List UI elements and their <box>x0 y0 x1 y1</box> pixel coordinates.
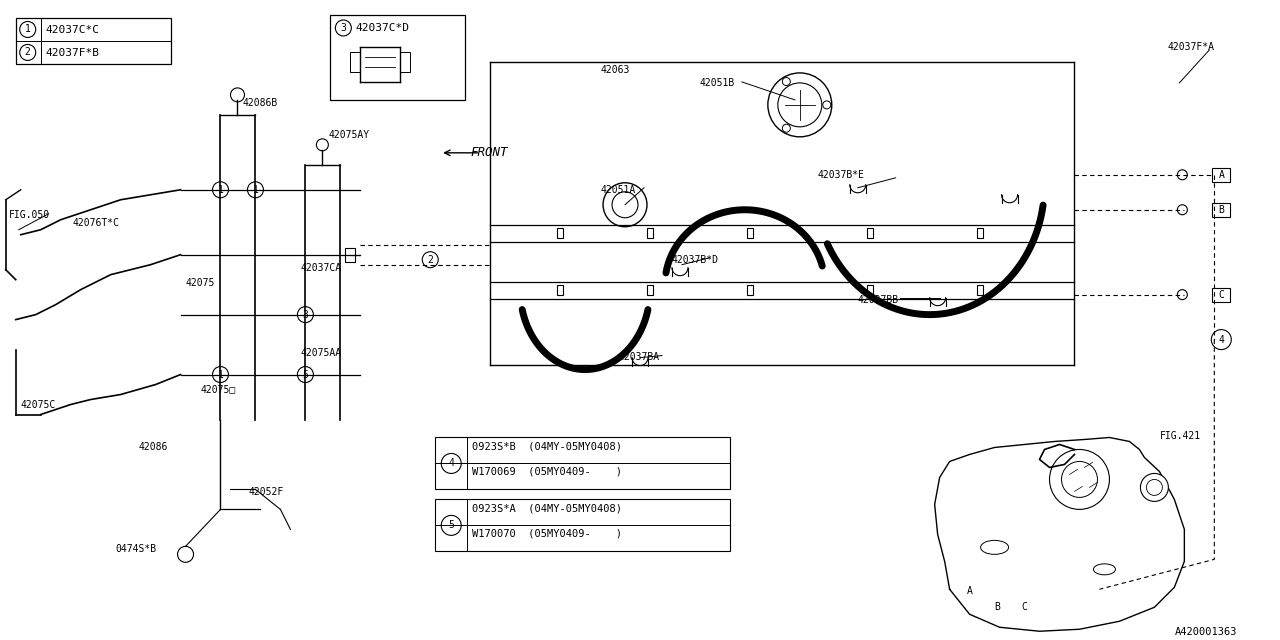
Bar <box>1212 203 1230 217</box>
Bar <box>867 285 873 294</box>
Text: 1: 1 <box>218 369 224 380</box>
Text: W170069  (05MY0409-    ): W170069 (05MY0409- ) <box>472 467 622 476</box>
Text: 42086: 42086 <box>138 442 168 452</box>
Bar <box>977 285 983 294</box>
Text: 42037C*D: 42037C*D <box>356 23 410 33</box>
Bar <box>401 52 411 72</box>
Text: 42037F*A: 42037F*A <box>1167 42 1215 52</box>
Text: B: B <box>1219 205 1224 215</box>
Text: A: A <box>1219 170 1224 180</box>
Text: 3: 3 <box>340 23 347 33</box>
Bar <box>867 228 873 237</box>
Bar <box>746 285 753 294</box>
Text: 5: 5 <box>448 520 454 531</box>
Bar <box>1016 601 1033 614</box>
Text: 42037CA: 42037CA <box>301 262 342 273</box>
Text: 42037F*B: 42037F*B <box>46 49 100 58</box>
Text: 3: 3 <box>302 310 308 319</box>
Bar <box>646 228 653 237</box>
Text: 42037B*E: 42037B*E <box>818 170 865 180</box>
Bar <box>1212 168 1230 182</box>
Bar <box>346 248 356 262</box>
Text: A: A <box>966 586 973 596</box>
Text: 42063: 42063 <box>600 65 630 75</box>
Text: 2: 2 <box>24 47 31 58</box>
Text: 4: 4 <box>1219 335 1224 344</box>
Text: 42037B*D: 42037B*D <box>672 255 719 265</box>
Text: 2: 2 <box>428 255 433 265</box>
Text: 42051B: 42051B <box>700 78 735 88</box>
Text: 0474S*B: 0474S*B <box>115 545 156 554</box>
Text: FIG.421: FIG.421 <box>1160 431 1201 442</box>
Text: C: C <box>1021 602 1028 612</box>
Text: 42075C: 42075C <box>20 399 56 410</box>
Text: 42051A: 42051A <box>600 185 635 195</box>
Circle shape <box>782 124 790 132</box>
Bar <box>746 228 753 237</box>
Bar <box>1212 287 1230 301</box>
Text: A420001363: A420001363 <box>1174 627 1236 637</box>
Text: 5: 5 <box>302 369 308 380</box>
Text: 42075AY: 42075AY <box>329 130 370 140</box>
Bar <box>961 585 978 598</box>
Text: 0923S*A  (04MY-05MY0408): 0923S*A (04MY-05MY0408) <box>472 504 622 513</box>
Text: 42075□: 42075□ <box>201 385 236 394</box>
Text: B: B <box>995 602 1001 612</box>
Circle shape <box>768 73 832 137</box>
Polygon shape <box>934 438 1184 631</box>
Text: 1: 1 <box>252 185 259 195</box>
Text: 42037BA: 42037BA <box>618 351 659 362</box>
Text: C: C <box>1219 290 1224 300</box>
Circle shape <box>823 101 831 109</box>
Text: FIG.050: FIG.050 <box>9 210 50 220</box>
Bar <box>330 15 465 100</box>
Text: 1: 1 <box>24 24 31 35</box>
Text: FRONT: FRONT <box>470 146 508 159</box>
Circle shape <box>603 183 646 227</box>
Text: 42076T*C: 42076T*C <box>73 218 119 228</box>
Bar <box>989 601 1006 614</box>
Text: 42037C*C: 42037C*C <box>46 26 100 35</box>
Bar <box>351 52 361 72</box>
Text: 1: 1 <box>218 185 224 195</box>
Bar <box>977 228 983 237</box>
Bar <box>435 438 730 490</box>
Text: W170070  (05MY0409-    ): W170070 (05MY0409- ) <box>472 529 622 538</box>
Bar <box>557 285 563 294</box>
Text: 0923S*B  (04MY-05MY0408): 0923S*B (04MY-05MY0408) <box>472 442 622 451</box>
Circle shape <box>782 77 790 86</box>
Text: 42086B: 42086B <box>242 98 278 108</box>
Circle shape <box>1140 474 1169 501</box>
Text: 42037BB: 42037BB <box>858 294 899 305</box>
Text: 42075: 42075 <box>186 278 215 287</box>
Text: 42052F: 42052F <box>248 488 284 497</box>
Bar <box>646 285 653 294</box>
Circle shape <box>1050 449 1110 509</box>
Text: 42075AA: 42075AA <box>301 348 342 358</box>
Text: 4: 4 <box>448 458 454 468</box>
Bar <box>435 499 730 551</box>
Bar <box>557 228 563 237</box>
Bar <box>15 18 170 64</box>
